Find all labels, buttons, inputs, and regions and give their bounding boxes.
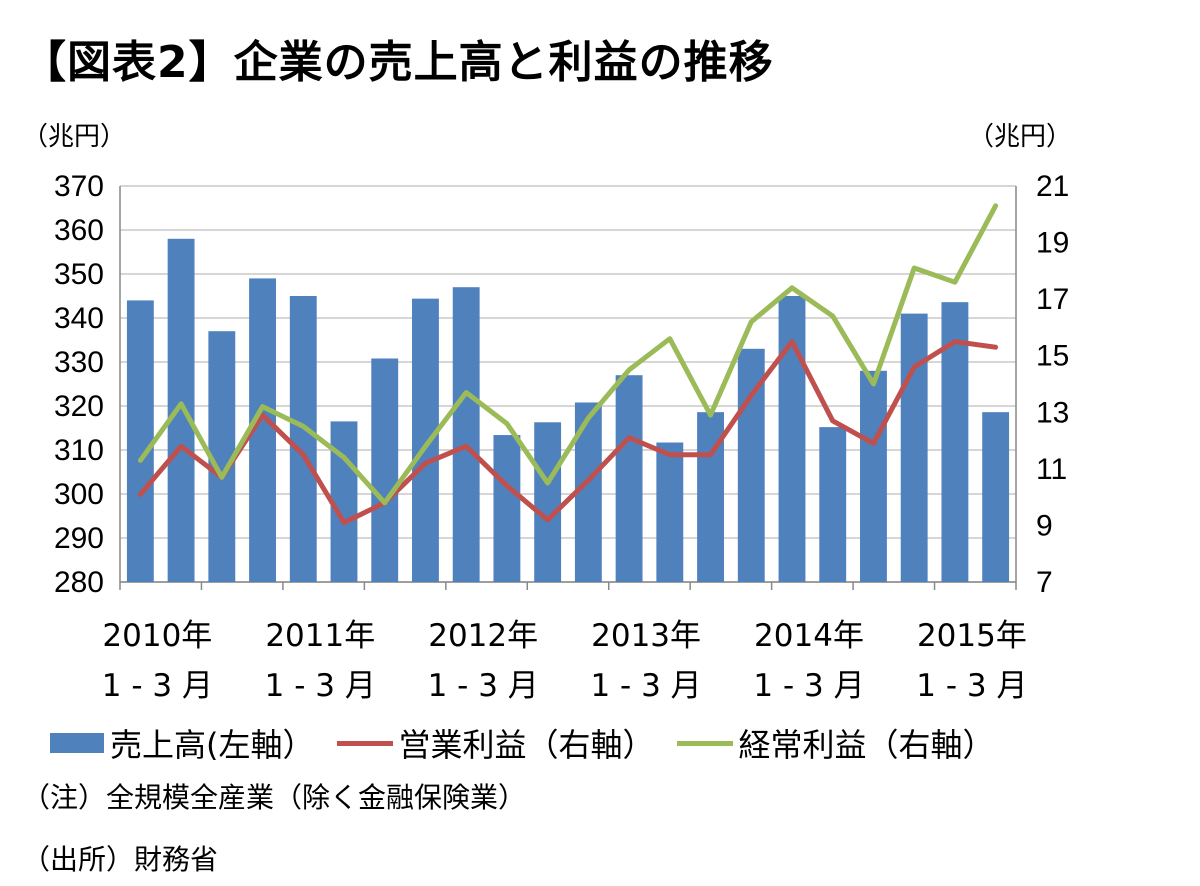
x-tick-label-quarter: 1 - 3 月: [753, 668, 864, 704]
x-tick-label-year: 2015年: [917, 618, 1027, 654]
right-axis-unit: （兆円）: [968, 122, 1073, 152]
legend-swatch-operating: [336, 740, 393, 746]
bar-sales: [493, 435, 521, 582]
y2-tick-label: 9: [1036, 509, 1053, 542]
x-tick-label-quarter: 1 - 3 月: [590, 668, 701, 704]
bar-sales: [982, 412, 1010, 582]
x-tick-label-year: 2010年: [102, 618, 212, 654]
bar-sales: [126, 300, 154, 582]
y-tick-label: 310: [54, 434, 104, 467]
y-tick-label: 350: [54, 258, 104, 291]
y2-tick-label: 15: [1036, 340, 1069, 373]
legend-item-operating: 営業利益（右軸）: [336, 720, 655, 766]
x-tick-label-year: 2011年: [265, 618, 375, 654]
bar-sales: [534, 422, 562, 582]
footnote: （注）全規模全産業（除く金融保険業）: [22, 781, 527, 814]
bar-sales: [615, 375, 643, 582]
bar-sales: [860, 370, 887, 582]
y-tick-label: 290: [54, 522, 104, 555]
y2-tick-label: 21: [1036, 170, 1069, 203]
legend: 売上高(左軸） 営業利益（右軸） 経常利益（右軸）: [50, 720, 1017, 766]
x-tick-label-quarter: 1 - 3 月: [916, 668, 1027, 704]
left-axis-unit: （兆円）: [22, 122, 127, 152]
bar-sales: [737, 348, 765, 582]
x-tick-label-year: 2014年: [754, 618, 864, 654]
bar-sales: [289, 296, 317, 582]
y-tick-label: 330: [54, 346, 104, 379]
y-tick-label: 340: [54, 302, 104, 335]
legend-label-operating: 営業利益（右軸）: [398, 726, 655, 764]
y2-tick-label: 7: [1036, 566, 1053, 599]
bar-sales: [167, 238, 195, 583]
x-tick-label-quarter: 1 - 3 月: [428, 668, 539, 704]
line-operating-profit: [137, 339, 999, 526]
y-tick-label: 370: [54, 170, 104, 203]
y-tick-label: 280: [54, 566, 104, 599]
page-title: 【図表2】企業の売上高と利益の推移: [22, 37, 774, 88]
y-tick-label: 360: [54, 214, 104, 247]
bar-sales: [371, 358, 399, 582]
x-tick-label-quarter: 1 - 3 月: [102, 668, 213, 704]
x-tick-label-quarter: 1 - 3 月: [265, 668, 376, 704]
legend-label-ordinary: 経常利益（右軸）: [738, 726, 995, 764]
bar-sales: [900, 313, 928, 582]
x-tick-label-year: 2012年: [428, 618, 538, 654]
chart: 280 290 300 310 320 330 340 350 360 370 7 9 11 13 15 17…: [54, 170, 1069, 704]
y-tick-label: 300: [54, 478, 104, 511]
y-tick-label: 320: [54, 390, 104, 423]
legend-label-sales: 売上高(左軸）: [110, 726, 315, 764]
legend-item-sales: 売上高(左軸）: [50, 720, 315, 766]
y2-tick-label: 19: [1036, 227, 1069, 260]
bar-sales: [656, 442, 684, 582]
y2-tick-label: 13: [1036, 396, 1069, 429]
y2-tick-label: 17: [1036, 283, 1069, 316]
bar-sales: [452, 287, 480, 582]
source-note: （出所）財務省: [22, 843, 219, 876]
bar-sales: [330, 421, 358, 582]
bar-sales: [778, 296, 806, 582]
legend-swatch-sales: [50, 733, 104, 753]
legend-item-ordinary: 経常利益（右軸）: [676, 720, 995, 766]
y2-tick-label: 11: [1036, 453, 1067, 486]
legend-swatch-ordinary: [676, 740, 733, 746]
bar-sales: [412, 298, 439, 582]
line-ordinary-profit: [137, 203, 999, 506]
bar-sales: [819, 427, 847, 582]
x-tick-label-year: 2013年: [591, 618, 701, 654]
